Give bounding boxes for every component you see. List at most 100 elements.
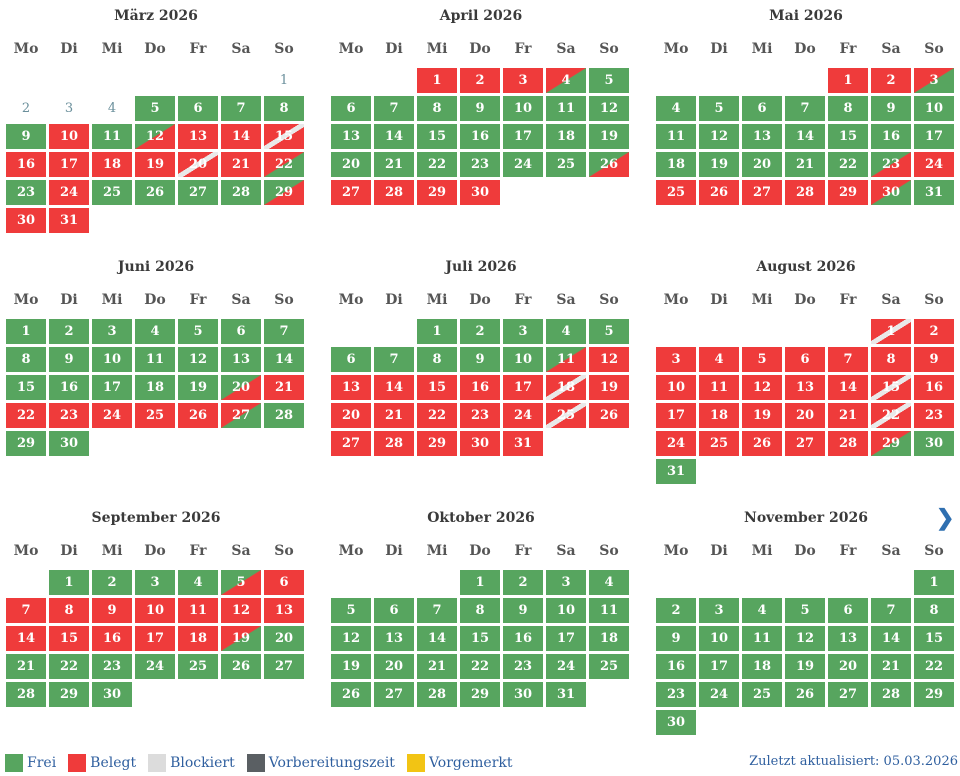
calendar-day[interactable]: 24 xyxy=(546,654,586,679)
calendar-day[interactable]: 13 xyxy=(828,626,868,651)
calendar-day[interactable]: 21 xyxy=(417,654,457,679)
calendar-day[interactable]: 29 xyxy=(417,431,457,456)
calendar-day[interactable]: 14 xyxy=(374,124,414,149)
calendar-day[interactable]: 12 xyxy=(589,347,629,372)
calendar-day[interactable]: 18 xyxy=(656,152,696,177)
calendar-day[interactable]: 10 xyxy=(699,626,739,651)
calendar-day[interactable]: 23 xyxy=(49,403,89,428)
calendar-day[interactable]: 22 xyxy=(417,152,457,177)
calendar-day[interactable]: 22 xyxy=(417,403,457,428)
calendar-day[interactable]: 18 xyxy=(742,654,782,679)
calendar-day[interactable]: 22 xyxy=(6,403,46,428)
calendar-day[interactable]: 4 xyxy=(699,347,739,372)
calendar-day[interactable]: 21 xyxy=(374,403,414,428)
calendar-day[interactable]: 9 xyxy=(49,347,89,372)
calendar-day[interactable]: 5 xyxy=(785,598,825,623)
calendar-day[interactable]: 22 xyxy=(871,403,911,428)
calendar-day[interactable]: 15 xyxy=(460,626,500,651)
calendar-day[interactable]: 19 xyxy=(589,375,629,400)
calendar-day[interactable]: 12 xyxy=(589,96,629,121)
calendar-day[interactable]: 26 xyxy=(742,431,782,456)
calendar-day[interactable]: 6 xyxy=(785,347,825,372)
calendar-day[interactable]: 29 xyxy=(417,180,457,205)
calendar-day[interactable]: 7 xyxy=(785,96,825,121)
calendar-day[interactable]: 1 xyxy=(417,68,457,93)
calendar-day[interactable]: 12 xyxy=(742,375,782,400)
calendar-day[interactable]: 31 xyxy=(914,180,954,205)
calendar-day[interactable]: 3 xyxy=(92,319,132,344)
calendar-day[interactable]: 13 xyxy=(742,124,782,149)
calendar-day[interactable]: 15 xyxy=(417,375,457,400)
calendar-day[interactable]: 1 xyxy=(49,570,89,595)
calendar-day[interactable]: 18 xyxy=(546,124,586,149)
calendar-day[interactable]: 19 xyxy=(742,403,782,428)
calendar-day[interactable]: 30 xyxy=(49,431,89,456)
calendar-day[interactable]: 6 xyxy=(828,598,868,623)
calendar-day[interactable]: 28 xyxy=(417,682,457,707)
calendar-day[interactable]: 14 xyxy=(264,347,304,372)
calendar-day[interactable]: 11 xyxy=(135,347,175,372)
calendar-day[interactable]: 27 xyxy=(785,431,825,456)
calendar-day[interactable]: 7 xyxy=(828,347,868,372)
calendar-day[interactable]: 3 xyxy=(503,319,543,344)
calendar-day[interactable]: 18 xyxy=(546,375,586,400)
calendar-day[interactable]: 20 xyxy=(742,152,782,177)
calendar-day[interactable]: 17 xyxy=(503,124,543,149)
calendar-day[interactable]: 18 xyxy=(178,626,218,651)
calendar-day[interactable]: 23 xyxy=(92,654,132,679)
calendar-day[interactable]: 3 xyxy=(135,570,175,595)
calendar-day[interactable]: 16 xyxy=(656,654,696,679)
calendar-day[interactable]: 2 xyxy=(656,598,696,623)
calendar-day[interactable]: 30 xyxy=(503,682,543,707)
calendar-day[interactable]: 3 xyxy=(503,68,543,93)
calendar-day[interactable]: 13 xyxy=(178,124,218,149)
calendar-day[interactable]: 3 xyxy=(64,101,74,116)
calendar-day[interactable]: 23 xyxy=(460,403,500,428)
calendar-day[interactable]: 15 xyxy=(828,124,868,149)
calendar-day[interactable]: 20 xyxy=(178,152,218,177)
calendar-day[interactable]: 22 xyxy=(914,654,954,679)
calendar-day[interactable]: 17 xyxy=(656,403,696,428)
calendar-day[interactable]: 13 xyxy=(264,598,304,623)
calendar-day[interactable]: 9 xyxy=(914,347,954,372)
calendar-day[interactable]: 17 xyxy=(92,375,132,400)
calendar-day[interactable]: 2 xyxy=(460,68,500,93)
calendar-day[interactable]: 21 xyxy=(374,152,414,177)
calendar-day[interactable]: 18 xyxy=(92,152,132,177)
calendar-day[interactable]: 10 xyxy=(92,347,132,372)
calendar-day[interactable]: 19 xyxy=(699,152,739,177)
calendar-day[interactable]: 17 xyxy=(546,626,586,651)
calendar-day[interactable]: 6 xyxy=(742,96,782,121)
calendar-day[interactable]: 14 xyxy=(6,626,46,651)
calendar-day[interactable]: 2 xyxy=(21,101,31,116)
calendar-day[interactable]: 15 xyxy=(417,124,457,149)
calendar-day[interactable]: 15 xyxy=(871,375,911,400)
calendar-day[interactable]: 27 xyxy=(264,654,304,679)
calendar-day[interactable]: 31 xyxy=(49,208,89,233)
calendar-day[interactable]: 11 xyxy=(589,598,629,623)
calendar-day[interactable]: 10 xyxy=(546,598,586,623)
calendar-day[interactable]: 29 xyxy=(460,682,500,707)
calendar-day[interactable]: 24 xyxy=(503,403,543,428)
calendar-day[interactable]: 12 xyxy=(178,347,218,372)
calendar-day[interactable]: 13 xyxy=(785,375,825,400)
calendar-day[interactable]: 20 xyxy=(331,152,371,177)
calendar-day[interactable]: 29 xyxy=(264,180,304,205)
calendar-day[interactable]: 8 xyxy=(49,598,89,623)
calendar-day[interactable]: 16 xyxy=(871,124,911,149)
calendar-day[interactable]: 30 xyxy=(460,431,500,456)
calendar-day[interactable]: 27 xyxy=(742,180,782,205)
calendar-day[interactable]: 31 xyxy=(656,459,696,484)
calendar-day[interactable]: 29 xyxy=(828,180,868,205)
calendar-day[interactable]: 16 xyxy=(6,152,46,177)
calendar-day[interactable]: 2 xyxy=(871,68,911,93)
calendar-day[interactable]: 7 xyxy=(374,96,414,121)
calendar-day[interactable]: 22 xyxy=(828,152,868,177)
calendar-day[interactable]: 4 xyxy=(656,96,696,121)
calendar-day[interactable]: 5 xyxy=(135,96,175,121)
calendar-day[interactable]: 17 xyxy=(699,654,739,679)
calendar-day[interactable]: 11 xyxy=(546,347,586,372)
calendar-day[interactable]: 19 xyxy=(785,654,825,679)
calendar-day[interactable]: 10 xyxy=(49,124,89,149)
calendar-day[interactable]: 25 xyxy=(135,403,175,428)
